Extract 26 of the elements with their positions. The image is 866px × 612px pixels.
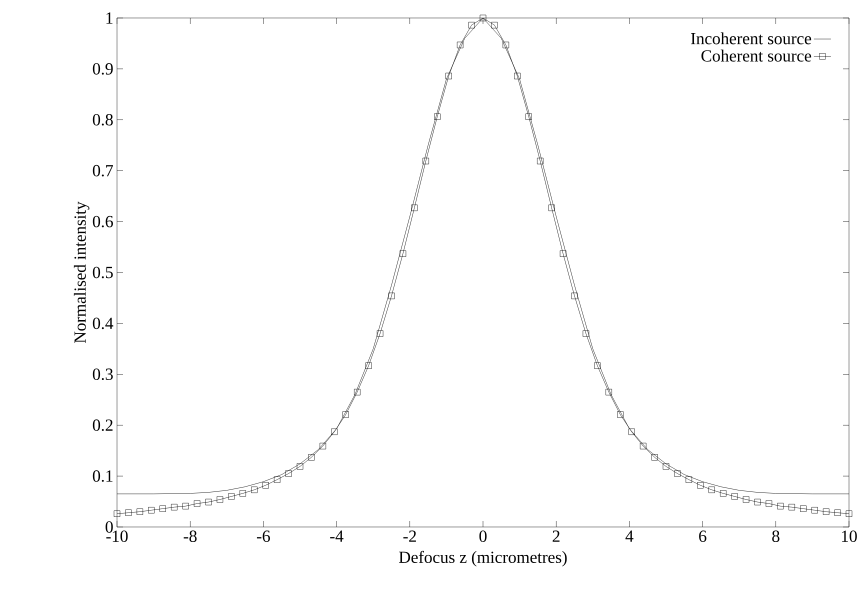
x-tick-label: 2 <box>552 530 560 542</box>
y-tick-label: 0.1 <box>92 470 112 482</box>
x-tick-label: 10 <box>842 530 857 542</box>
x-tick-label: 0 <box>479 530 487 542</box>
y-tick-label: 0.9 <box>92 63 113 75</box>
x-tick-label: -2 <box>403 530 416 542</box>
y-axis-title: Normalised intensity <box>74 201 90 344</box>
x-axis-title: Defocus z (micrometres) <box>399 550 567 566</box>
x-tick-label: -10 <box>106 530 128 542</box>
x-tick-label: 4 <box>625 530 634 542</box>
y-tick-label: 0 <box>106 521 113 533</box>
y-tick-label: 0.4 <box>92 318 114 330</box>
y-tick-label: 1 <box>106 12 112 24</box>
y-tick-label: 0.8 <box>92 114 113 126</box>
y-tick-label: 0.3 <box>92 368 113 380</box>
y-tick-label: 0.2 <box>92 419 113 431</box>
y-tick-label: 0.6 <box>92 216 113 228</box>
legend-label: Incoherent source <box>690 32 812 44</box>
y-tick-label: 0.5 <box>92 266 113 278</box>
legend-label: Coherent source <box>701 50 812 62</box>
x-tick-label: 6 <box>699 530 706 542</box>
x-tick-label: -6 <box>256 530 270 542</box>
y-tick-label: 0.7 <box>92 164 113 176</box>
x-tick-label: -8 <box>184 530 197 542</box>
x-tick-label: 8 <box>772 530 780 542</box>
x-tick-label: -4 <box>330 530 344 542</box>
